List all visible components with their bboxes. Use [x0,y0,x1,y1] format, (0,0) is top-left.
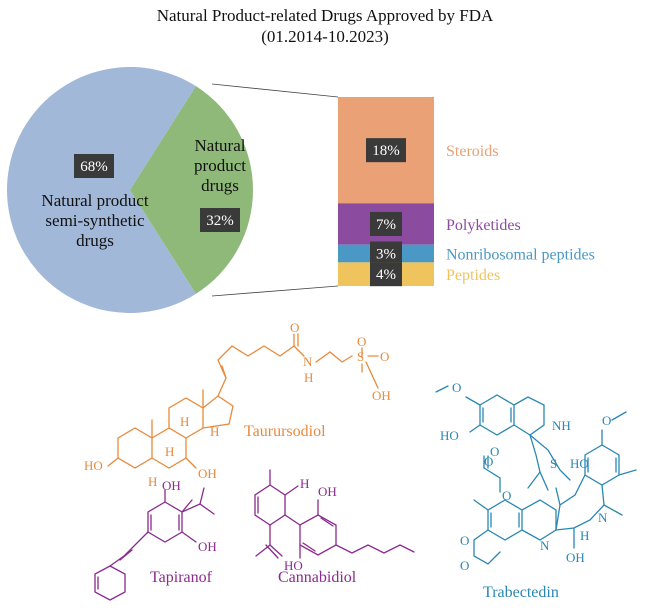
pie-slice-label-natural: Natural [195,136,246,155]
cannabidiol-atom-labels: H OH HO Cannabidiol [278,476,357,586]
connector-lines [211,83,339,297]
bar-value-label-nonribosomal-peptides-box [370,241,402,266]
atom-label: H [165,444,174,459]
bar-category-label-peptides: Peptides [446,267,500,284]
atom-label: O [484,454,493,469]
atom-label: O [357,334,366,349]
connector-line-bottom [211,285,339,297]
tapiranof-atom-labels: OH OH Tapiranof [150,478,217,586]
atom-label: O [490,444,499,459]
bar-category-label-steroids: Steroids [446,143,498,160]
atom-label: OH [318,484,337,499]
bar-value-label-polyketides-box [370,211,402,236]
atom-label: OH [162,478,181,493]
pie-slice-label-semi-synthetic: drugs [76,231,114,250]
molecule-name-cannabidiol: Cannabidiol [278,569,357,586]
atom-label: H [180,414,189,429]
pie-slice-label-semi-synthetic: Natural product [41,191,148,210]
pie-value-label-semi-synthetic-box [74,154,114,178]
molecule-name-trabectedin: Trabectedin [483,584,559,601]
trabectedin-atom-labels: O HO NH O O S O HO O O O N N H OH Trabec… [440,380,611,601]
molecule-name-tapiranof: Tapiranof [150,569,213,586]
atom-label: S [550,456,557,471]
pie-slice-semi-synthetic [6,66,196,313]
atom-label: H [300,476,309,491]
atom-label: O [602,413,611,428]
atom-label: HO [570,456,589,471]
atom-label: OH [198,466,217,481]
pie-slice-label-natural: drugs [201,176,239,195]
connector-line-top [211,83,339,98]
pie-value-label-natural: 32% [206,213,234,229]
atom-label: NH [552,418,571,433]
pie-chart: 68%Natural productsemi-syntheticdrugsNat… [6,66,253,313]
atom-label: OH [566,550,585,565]
atom-label: O [290,320,299,335]
pie-slice-natural [130,86,253,294]
atom-label: HO [84,458,103,473]
atom-label: O [460,558,469,573]
atom-label: O [460,533,469,548]
atom-label: OH [198,539,217,554]
molecule-name-taurursodiol: Taurursodiol [244,423,326,440]
trabectedin-structure [435,385,637,565]
bar-value-label-nonribosomal-peptides: 3% [376,247,396,263]
bar-value-label-peptides: 4% [376,267,396,283]
pie-slice-label-semi-synthetic: semi-synthetic [45,211,145,230]
stacked-bar: 18% Steroids 7% Polyketides 3% Nonribosomal p… [338,97,595,287]
atom-label: H [580,528,589,543]
atom-label: H [148,474,157,489]
atom-label: O [502,488,511,503]
cannabidiol-structure [254,469,415,559]
bar-value-label-polyketides: 7% [376,217,396,233]
bar-value-label-steroids-box [366,138,406,163]
atom-label: O [380,349,389,364]
taurursodiol-atom-labels: HO H H H H OH O N H S O O OH Taurursodio… [84,320,391,489]
atom-label: OH [372,388,391,403]
tapiranof-structure [94,487,215,601]
chart-subtitle: (01.2014-10.2023) [261,27,389,46]
atom-label: N [598,510,608,525]
atom-label: H [304,370,313,385]
atom-label: N [303,354,313,369]
bar-category-label-nonribosomal-peptides: Nonribosomal peptides [446,247,595,264]
atom-label: HO [284,558,303,573]
bar-value-label-peptides-box [370,262,402,287]
atom-label: O [452,380,461,395]
pie-slice-label-natural: product [194,156,246,175]
atom-label: S [357,349,364,364]
pie-value-label-natural-box [200,208,240,232]
bar-category-label-polyketides: Polyketides [446,217,521,234]
chart-title: Natural Product-related Drugs Approved b… [156,6,494,25]
atom-label: HO [440,428,459,443]
pie-value-label-semi-synthetic: 68% [80,159,108,175]
bar-value-label-steroids: 18% [372,143,400,159]
atom-label: N [540,538,550,553]
taurursodiol-structure [107,333,379,469]
atom-label: H [210,424,219,439]
